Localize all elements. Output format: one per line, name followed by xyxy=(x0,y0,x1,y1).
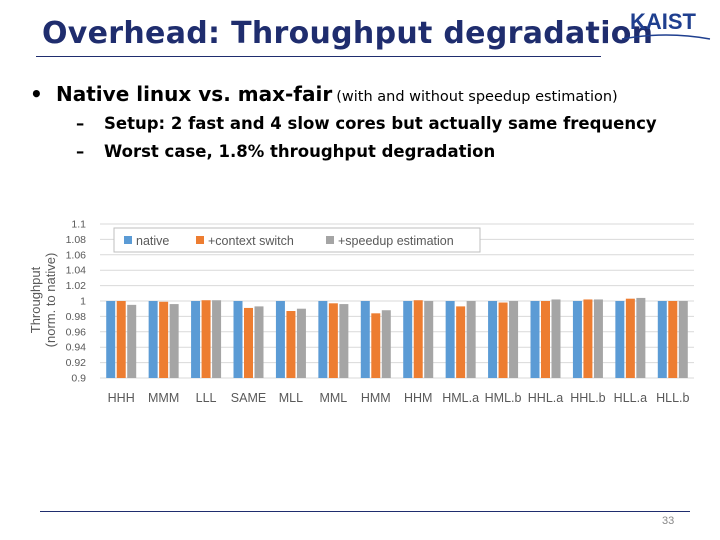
y-tick-label: 1.04 xyxy=(66,265,87,277)
bullet-dot: • xyxy=(30,82,43,106)
y-axis-title: Throughput(norm. to native) xyxy=(28,253,58,348)
sub-dash: – xyxy=(76,142,85,161)
sub-item-setup: – Setup: 2 fast and 4 slow cores but actu… xyxy=(76,114,657,133)
y-tick-label: 0.98 xyxy=(66,311,87,323)
bar xyxy=(541,301,550,378)
bar xyxy=(286,311,296,378)
legend-swatch xyxy=(124,236,132,244)
title-underline xyxy=(36,56,601,57)
bar xyxy=(445,301,455,378)
legend-box xyxy=(113,227,481,253)
bar xyxy=(636,297,646,378)
footer-rule xyxy=(40,511,690,512)
bar xyxy=(403,301,413,378)
bar xyxy=(169,304,179,378)
y-tick-label: 0.9 xyxy=(71,373,86,385)
y-tick-label: 1.1 xyxy=(71,219,86,231)
page-number: 33 xyxy=(662,515,675,527)
sub-item-setup-text: Setup: 2 fast and 4 slow cores but actua… xyxy=(104,114,657,133)
kaist-logo: KAIST xyxy=(621,9,711,40)
bar xyxy=(678,301,688,378)
bar xyxy=(201,300,211,378)
bar xyxy=(615,301,625,378)
bar xyxy=(233,301,243,378)
x-tick-label: HHL.b xyxy=(570,391,605,405)
legend-label: +context switch xyxy=(208,234,294,248)
bullet-main: • Native linux vs. max-fair (with and with… xyxy=(30,82,618,106)
bar xyxy=(381,310,391,378)
y-tick-label: 0.92 xyxy=(66,357,87,369)
sub-item-worst-case-text: Worst case, 1.8% throughput degradation xyxy=(104,142,496,161)
bar xyxy=(498,302,508,378)
y-tick-label: 0.96 xyxy=(66,326,87,338)
x-tick-label: HHL.a xyxy=(528,391,563,405)
bar xyxy=(318,301,328,378)
x-tick-label: SAME xyxy=(231,391,266,405)
sub-dash: – xyxy=(76,114,85,133)
bar xyxy=(339,304,349,378)
bar xyxy=(254,306,264,378)
chart-legend: native +context switch +speedup estimation xyxy=(113,227,481,253)
legend-swatch xyxy=(196,236,204,244)
bar xyxy=(413,300,423,378)
bar xyxy=(572,301,582,378)
x-tick-label: HLL.b xyxy=(656,391,689,405)
bar xyxy=(456,306,466,378)
bar xyxy=(583,299,593,378)
bar xyxy=(657,301,667,378)
bar xyxy=(275,301,285,378)
x-tick-label: HHH xyxy=(108,391,135,405)
bar xyxy=(593,299,603,378)
bar xyxy=(530,301,540,378)
bar xyxy=(360,301,370,378)
bar xyxy=(191,301,201,378)
bar xyxy=(116,301,126,378)
sub-item-worst-case: – Worst case, 1.8% throughput degradation xyxy=(76,142,495,161)
y-tick-label: 1 xyxy=(80,296,86,308)
bar xyxy=(328,303,338,378)
x-tick-label: HHM xyxy=(404,391,432,405)
bar xyxy=(466,301,476,378)
x-tick-label: MLL xyxy=(279,391,303,405)
slide-title: Overhead: Throughput degradation xyxy=(42,16,654,51)
logo-text: KAIST xyxy=(630,9,697,34)
bar xyxy=(212,300,222,378)
bar xyxy=(424,301,434,378)
legend-label: +speedup estimation xyxy=(338,234,454,248)
x-tick-label: MML xyxy=(319,391,347,405)
bar xyxy=(159,301,169,378)
bar xyxy=(127,304,137,378)
y-tick-label: 1.06 xyxy=(66,249,87,261)
bullet-main-text: Native linux vs. max-fair xyxy=(56,82,333,106)
bar xyxy=(625,298,635,378)
bar xyxy=(148,301,158,378)
bar xyxy=(244,307,253,378)
bar xyxy=(106,301,116,378)
x-tick-label: MMM xyxy=(148,391,179,405)
y-tick-label: 0.94 xyxy=(66,342,87,354)
bar xyxy=(509,301,519,378)
legend-label: native xyxy=(136,234,169,248)
legend-swatch xyxy=(326,236,334,244)
y-tick-label: 1.08 xyxy=(66,234,87,246)
bar xyxy=(488,301,498,378)
y-tick-label: 1.02 xyxy=(66,280,87,292)
x-tick-label: HMM xyxy=(361,391,391,405)
bar xyxy=(371,313,381,378)
bar xyxy=(551,299,561,378)
bar xyxy=(668,301,678,378)
x-tick-label: LLL xyxy=(196,391,217,405)
bar xyxy=(296,308,306,378)
bullet-note: (with and without speedup estimation) xyxy=(336,89,618,105)
x-tick-label: HML.b xyxy=(485,391,522,405)
x-tick-label: HML.a xyxy=(442,391,479,405)
x-tick-label: HLL.a xyxy=(614,391,647,405)
